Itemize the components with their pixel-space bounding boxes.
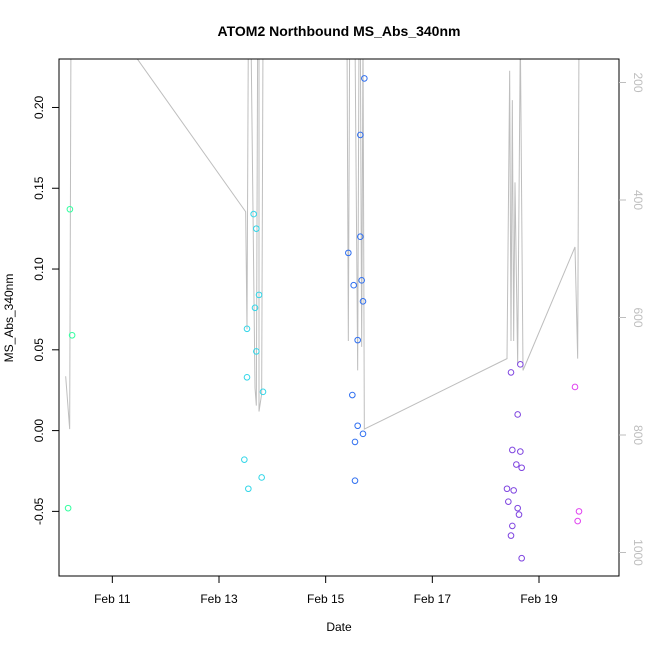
data-point	[251, 304, 259, 312]
data-point	[258, 474, 265, 481]
y-tick-label: 0.15	[32, 176, 46, 200]
data-point	[503, 485, 511, 493]
data-point	[510, 487, 517, 494]
data-point	[514, 504, 521, 512]
data-point	[345, 249, 352, 257]
data-point	[358, 277, 365, 284]
data-point	[507, 532, 515, 539]
data-point	[245, 485, 252, 493]
chart-title: ATOM2 Northbound MS_Abs_340nm	[218, 23, 461, 39]
data-point	[351, 477, 359, 484]
data-point	[255, 291, 263, 299]
y2-tick-label: 800	[631, 425, 645, 445]
data-point	[513, 461, 520, 468]
data-point	[515, 511, 523, 518]
y-tick-label: 0.00	[32, 419, 46, 443]
data-point	[517, 361, 524, 368]
plot-frame	[58, 58, 620, 577]
x-axis-label: Date	[326, 620, 352, 634]
y2-tick-label: 200	[631, 72, 645, 92]
data-point	[575, 508, 583, 515]
data-point	[518, 554, 525, 562]
data-point	[509, 446, 516, 454]
y-tick-label: 0.05	[32, 338, 46, 362]
data-point	[357, 233, 364, 241]
secondary-line-layer	[65, 59, 580, 430]
y2-tick-label: 600	[631, 307, 645, 327]
x-axis: Feb 11 Feb 13 Feb 15 Feb 17 Feb 19	[94, 576, 558, 606]
data-point	[517, 448, 524, 455]
data-point	[509, 522, 516, 530]
points-layer	[64, 75, 583, 562]
data-point	[514, 411, 521, 418]
y-tick-label: -0.05	[32, 497, 46, 525]
data-point	[243, 373, 251, 381]
data-point	[349, 391, 356, 399]
y-tick-label: 0.10	[32, 257, 46, 281]
data-point	[507, 369, 515, 376]
secondary-series-line	[65, 59, 580, 430]
x-tick-label: Feb 15	[307, 592, 345, 606]
data-point	[64, 504, 72, 512]
data-point	[241, 456, 248, 463]
data-point	[361, 75, 368, 82]
y-tick-label: 0.20	[32, 95, 46, 119]
data-point	[359, 298, 367, 305]
data-point	[505, 498, 512, 505]
data-point	[354, 336, 361, 344]
x-tick-label: Feb 19	[520, 592, 558, 606]
data-point	[253, 348, 260, 355]
y2-tick-label: 1000	[631, 539, 645, 566]
data-point	[359, 430, 367, 438]
data-point	[351, 438, 359, 446]
data-point	[259, 388, 267, 396]
y2-tick-label: 400	[631, 190, 645, 210]
data-point	[250, 210, 257, 218]
x-tick-label: Feb 11	[94, 592, 131, 606]
data-point	[518, 464, 525, 472]
data-point	[574, 517, 581, 525]
x-tick-label: Feb 13	[200, 592, 238, 606]
data-point	[66, 205, 74, 213]
data-point	[243, 325, 251, 333]
data-point	[253, 225, 260, 232]
secondary-y-axis: 200 400 600 800 1000	[619, 72, 645, 566]
data-point	[354, 422, 361, 430]
y-axis-label: MS_Abs_340nm	[2, 274, 16, 363]
x-tick-label: Feb 17	[414, 592, 452, 606]
data-point	[350, 281, 357, 289]
data-point	[357, 131, 364, 139]
data-point	[68, 331, 76, 339]
y-axis: -0.05 0.00 0.05 0.10 0.15 0.20	[32, 95, 59, 525]
data-point	[571, 383, 579, 391]
